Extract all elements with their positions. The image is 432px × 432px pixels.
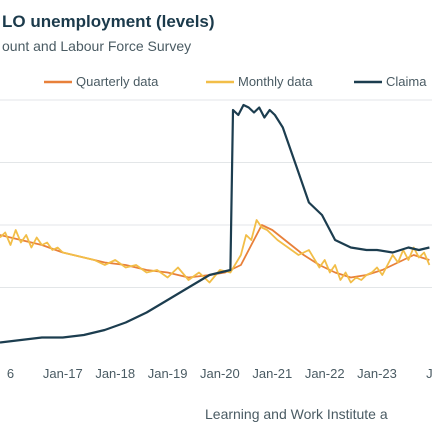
gridlines bbox=[0, 99, 432, 288]
x-tick-label: 6 bbox=[7, 366, 14, 381]
legend-label-claimant: Claima bbox=[386, 74, 427, 89]
legend-label-monthly: Monthly data bbox=[238, 74, 313, 89]
x-tick-label: J bbox=[426, 366, 432, 381]
x-tick-label: Jan-20 bbox=[200, 366, 240, 381]
chart-subtitle: ount and Labour Force Survey bbox=[2, 38, 191, 54]
x-tick-label: Jan-19 bbox=[148, 366, 188, 381]
series-line-claimant bbox=[0, 103, 430, 344]
x-tick-label: Jan-23 bbox=[357, 366, 397, 381]
x-tick-label: Jan-21 bbox=[252, 366, 292, 381]
source-note: Learning and Work Institute a bbox=[205, 406, 388, 422]
chart-title: LO unemployment (levels) bbox=[2, 12, 215, 31]
x-axis-ticks: 6 Jan-17 Jan-18 Jan-19 Jan-20 Jan-21 Jan-22 Jan… bbox=[7, 366, 432, 381]
series-line-monthly bbox=[0, 219, 431, 284]
x-tick-label: Jan-17 bbox=[43, 366, 83, 381]
x-tick-label: Jan-18 bbox=[95, 366, 135, 381]
x-tick-label: Jan-22 bbox=[305, 366, 345, 381]
legend-label-quarterly: Quarterly data bbox=[76, 74, 159, 89]
series-lines bbox=[0, 103, 431, 344]
series-line-quarterly bbox=[0, 224, 430, 279]
legend: Quarterly data Monthly data Claima bbox=[44, 74, 427, 89]
